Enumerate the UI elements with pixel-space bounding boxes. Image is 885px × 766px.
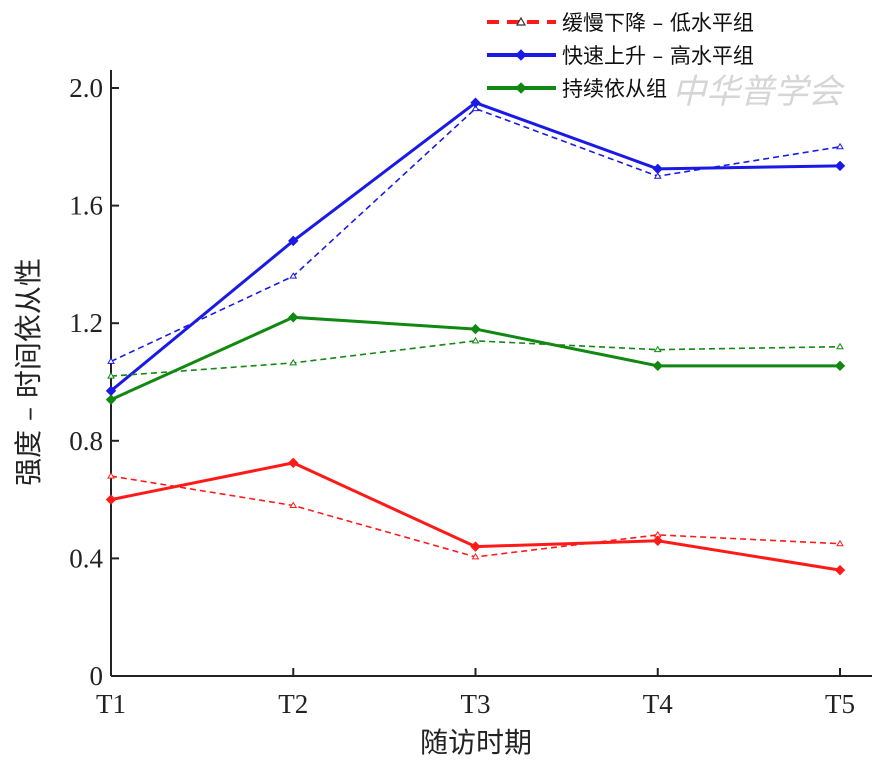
y-tick-label: 0.4 — [69, 543, 103, 573]
estimated-point — [289, 358, 298, 366]
observed-point — [105, 394, 117, 405]
estimated-point — [836, 539, 844, 547]
legend-swatch-marker — [515, 16, 527, 26]
y-tick-label: 1.6 — [69, 191, 103, 221]
observed-point — [288, 312, 299, 323]
observed-point — [834, 360, 846, 372]
observed-point — [652, 360, 663, 372]
observed-point — [652, 535, 663, 546]
y-ticks: 0 0.4 0.8 1.2 1.6 2.0 — [69, 73, 119, 691]
series-layer — [105, 97, 846, 576]
x-axis-title: 随访时期 — [420, 726, 532, 759]
series-2 — [105, 97, 846, 397]
y-tick-label: 0.8 — [69, 426, 103, 456]
estimated-point — [471, 104, 480, 112]
legend-item: 快速上升 – 高水平组 — [487, 44, 754, 68]
estimated-point — [107, 472, 115, 479]
estimated-line — [110, 340, 841, 377]
legend-label: 快速上升 – 高水平组 — [562, 44, 754, 68]
estimated-point — [653, 172, 662, 179]
x-tick-label: T4 — [643, 689, 673, 719]
legend-swatch-marker — [515, 49, 527, 61]
y-tick-label: 0 — [90, 661, 104, 691]
observed-point — [105, 494, 117, 505]
observed-point — [834, 160, 846, 172]
x-tick-label: T2 — [278, 689, 308, 719]
estimated-point — [471, 552, 480, 560]
observed-point — [470, 323, 481, 335]
legend-label: 缓慢下降 – 低水平组 — [562, 11, 754, 35]
axes — [110, 70, 872, 677]
observed-point — [288, 457, 299, 469]
estimated-line — [110, 107, 841, 363]
y-axis-title: 强度 – 时间依从性 — [12, 258, 45, 486]
observed-point — [288, 235, 299, 247]
series-3 — [105, 312, 846, 405]
observed-point — [470, 541, 481, 552]
x-tick-label: T3 — [461, 689, 491, 719]
legend-item: 持续依从组 — [487, 77, 667, 101]
observed-point — [470, 97, 481, 108]
y-tick-label: 1.2 — [69, 308, 103, 338]
estimated-point — [653, 345, 662, 353]
legend-label: 持续依从组 — [562, 77, 667, 101]
observed-point — [834, 564, 846, 576]
estimated-point — [107, 357, 115, 364]
estimated-point — [471, 336, 480, 344]
observed-point — [652, 163, 663, 175]
x-ticks: T1 T2 T3 T4 T5 — [96, 668, 855, 719]
watermark: 中华普学会 — [672, 72, 846, 112]
observed-line — [110, 101, 841, 392]
estimated-point — [289, 272, 298, 279]
legend-item: 缓慢下降 – 低水平组 — [487, 11, 754, 35]
estimated-point — [107, 372, 115, 379]
x-tick-label: T5 — [825, 689, 855, 719]
estimated-point — [289, 501, 298, 508]
legend-swatch-marker — [515, 82, 527, 94]
y-tick-label: 2.0 — [69, 73, 103, 103]
estimated-point — [836, 342, 844, 350]
series-1 — [105, 457, 846, 576]
estimated-point — [836, 142, 844, 150]
x-tick-label: T1 — [96, 689, 126, 719]
